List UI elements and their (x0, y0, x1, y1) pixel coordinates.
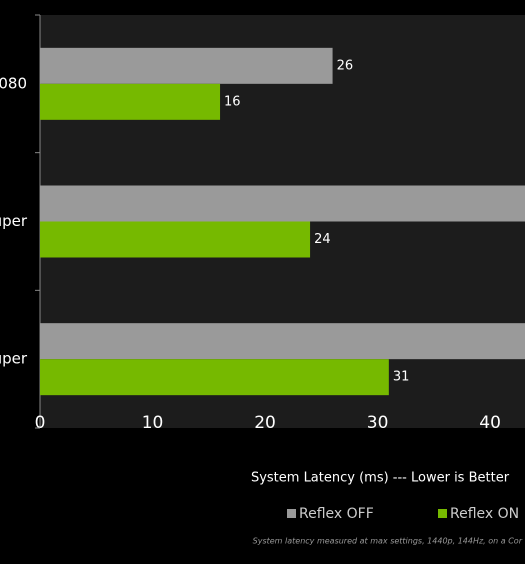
bar (40, 185, 525, 222)
x-tick-label: 30 (367, 413, 389, 433)
data-label: 16 (224, 94, 241, 109)
y-tick-label: 080 (0, 74, 27, 92)
x-axis-title: System Latency (ms) --- Lower is Better (251, 471, 510, 486)
data-label: 31 (393, 370, 410, 385)
bar (40, 323, 525, 360)
legend-label: Reflex OFF (299, 506, 374, 522)
x-tick-label: 10 (142, 413, 164, 433)
legend-label: Reflex ON (450, 506, 519, 522)
data-label: 26 (337, 58, 354, 73)
data-label: 24 (314, 232, 331, 247)
legend-swatch (287, 509, 296, 518)
y-tick-label: uper (0, 212, 28, 230)
bar (40, 221, 311, 258)
x-tick-label: 20 (254, 413, 276, 433)
legend-swatch (438, 509, 447, 518)
footnote: System latency measured at max settings,… (253, 537, 523, 546)
x-tick-label: 0 (35, 413, 46, 433)
bar (40, 83, 221, 120)
bar (40, 359, 389, 396)
x-tick-label: 40 (479, 413, 501, 433)
bar (40, 47, 333, 84)
y-tick-label: uper (0, 350, 28, 368)
